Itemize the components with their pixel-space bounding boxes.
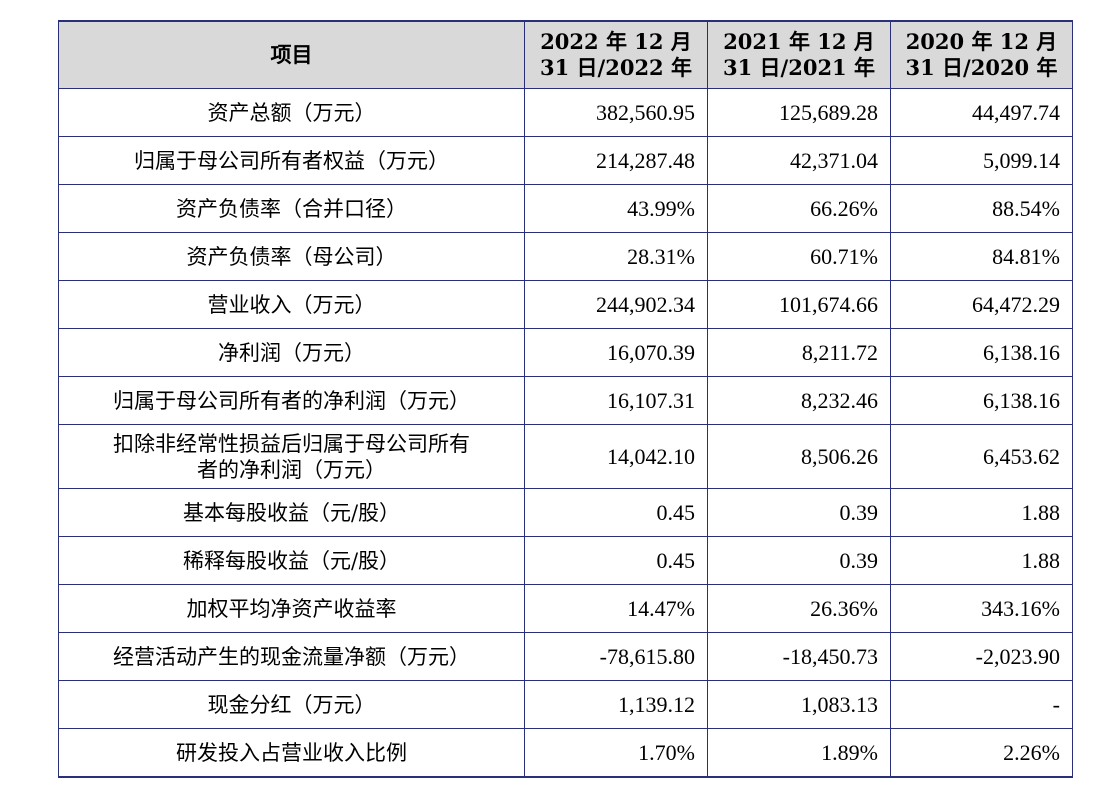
value-2022: 214,287.48	[524, 136, 708, 185]
value-2021: 1,083.13	[707, 680, 891, 729]
table-row: 营业收入（万元） 244,902.34 101,674.66 64,472.29	[58, 280, 1073, 329]
table-row: 归属于母公司所有者权益（万元） 214,287.48 42,371.04 5,0…	[58, 136, 1073, 185]
value-2022: 244,902.34	[524, 280, 708, 329]
value-2022: 16,107.31	[524, 376, 708, 425]
value-2021: 8,232.46	[707, 376, 891, 425]
value-2021: 101,674.66	[707, 280, 891, 329]
table-row: 资产负债率（合并口径） 43.99% 66.26% 88.54%	[58, 184, 1073, 233]
header-item: 项目	[58, 20, 525, 89]
value-2021: 8,506.26	[707, 424, 891, 489]
table-row: 资产总额（万元） 382,560.95 125,689.28 44,497.74	[58, 88, 1073, 137]
table-body: 资产总额（万元） 382,560.95 125,689.28 44,497.74…	[58, 88, 1073, 778]
value-2022: 1,139.12	[524, 680, 708, 729]
row-label: 归属于母公司所有者权益（万元）	[58, 136, 525, 185]
table-header: 项目 2022 年 12 月 31 日/2022 年 2021 年 12 月 3…	[58, 20, 1073, 89]
value-2020: 84.81%	[890, 232, 1073, 281]
row-label: 现金分红（万元）	[58, 680, 525, 729]
value-2021: 125,689.28	[707, 88, 891, 137]
value-2020: 6,138.16	[890, 328, 1073, 377]
value-2021: 1.89%	[707, 728, 891, 778]
header-2020-line1: 2020 年 12 月	[905, 29, 1058, 54]
value-2020: 6,453.62	[890, 424, 1073, 489]
row-label-line1: 扣除非经常性损益后归属于母公司所有	[113, 431, 470, 456]
row-label: 资产负债率（合并口径）	[58, 184, 525, 233]
header-2020-line2: 31 日/2020 年	[905, 55, 1058, 80]
row-label: 归属于母公司所有者的净利润（万元）	[58, 376, 525, 425]
financial-summary-table: 项目 2022 年 12 月 31 日/2022 年 2021 年 12 月 3…	[58, 20, 1073, 778]
value-2021: 8,211.72	[707, 328, 891, 377]
row-label: 基本每股收益（元/股）	[58, 488, 525, 537]
table-row: 加权平均净资产收益率 14.47% 26.36% 343.16%	[58, 584, 1073, 633]
value-2022: 28.31%	[524, 232, 708, 281]
value-2020: 6,138.16	[890, 376, 1073, 425]
row-label: 营业收入（万元）	[58, 280, 525, 329]
value-2021: 42,371.04	[707, 136, 891, 185]
table-row: 基本每股收益（元/股） 0.45 0.39 1.88	[58, 488, 1073, 537]
table-row: 归属于母公司所有者的净利润（万元） 16,107.31 8,232.46 6,1…	[58, 376, 1073, 425]
value-2020: 1.88	[890, 536, 1073, 585]
value-2021: 0.39	[707, 536, 891, 585]
value-2020: 88.54%	[890, 184, 1073, 233]
row-label: 资产总额（万元）	[58, 88, 525, 137]
value-2020: 1.88	[890, 488, 1073, 537]
value-2020: 64,472.29	[890, 280, 1073, 329]
header-2021-line2: 31 日/2021 年	[723, 55, 875, 80]
header-2022-line1: 2022 年 12 月	[540, 29, 692, 54]
value-2021: 0.39	[707, 488, 891, 537]
header-2021: 2021 年 12 月 31 日/2021 年	[707, 20, 891, 89]
value-2021: 60.71%	[707, 232, 891, 281]
header-row: 项目 2022 年 12 月 31 日/2022 年 2021 年 12 月 3…	[58, 20, 1073, 89]
value-2022: 43.99%	[524, 184, 708, 233]
value-2022: 14.47%	[524, 584, 708, 633]
row-label: 资产负债率（母公司）	[58, 232, 525, 281]
value-2020: -2,023.90	[890, 632, 1073, 681]
row-label: 加权平均净资产收益率	[58, 584, 525, 633]
value-2022: 0.45	[524, 536, 708, 585]
row-label: 净利润（万元）	[58, 328, 525, 377]
table-row: 扣除非经常性损益后归属于母公司所有 者的净利润（万元） 14,042.10 8,…	[58, 424, 1073, 489]
header-2022: 2022 年 12 月 31 日/2022 年	[524, 20, 708, 89]
table-row: 净利润（万元） 16,070.39 8,211.72 6,138.16	[58, 328, 1073, 377]
row-label: 经营活动产生的现金流量净额（万元）	[58, 632, 525, 681]
row-label: 研发投入占营业收入比例	[58, 728, 525, 778]
value-2022: 1.70%	[524, 728, 708, 778]
table-row: 稀释每股收益（元/股） 0.45 0.39 1.88	[58, 536, 1073, 585]
value-2020: 343.16%	[890, 584, 1073, 633]
value-2022: 382,560.95	[524, 88, 708, 137]
value-2020: -	[890, 680, 1073, 729]
value-2021: 26.36%	[707, 584, 891, 633]
value-2022: 0.45	[524, 488, 708, 537]
row-label: 扣除非经常性损益后归属于母公司所有 者的净利润（万元）	[58, 424, 525, 489]
table-row: 现金分红（万元） 1,139.12 1,083.13 -	[58, 680, 1073, 729]
row-label: 稀释每股收益（元/股）	[58, 536, 525, 585]
value-2021: -18,450.73	[707, 632, 891, 681]
value-2021: 66.26%	[707, 184, 891, 233]
header-2021-line1: 2021 年 12 月	[723, 29, 875, 54]
header-2022-line2: 31 日/2022 年	[540, 55, 692, 80]
table-row: 经营活动产生的现金流量净额（万元） -78,615.80 -18,450.73 …	[58, 632, 1073, 681]
header-2020: 2020 年 12 月 31 日/2020 年	[890, 20, 1073, 89]
row-label-line2: 者的净利润（万元）	[197, 457, 386, 482]
value-2020: 44,497.74	[890, 88, 1073, 137]
table-row: 资产负债率（母公司） 28.31% 60.71% 84.81%	[58, 232, 1073, 281]
value-2022: -78,615.80	[524, 632, 708, 681]
value-2020: 2.26%	[890, 728, 1073, 778]
value-2022: 16,070.39	[524, 328, 708, 377]
table-row: 研发投入占营业收入比例 1.70% 1.89% 2.26%	[58, 728, 1073, 778]
value-2022: 14,042.10	[524, 424, 708, 489]
value-2020: 5,099.14	[890, 136, 1073, 185]
